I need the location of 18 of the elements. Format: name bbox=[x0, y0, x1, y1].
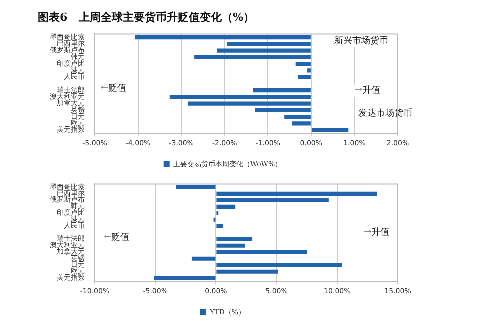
bar bbox=[176, 185, 216, 190]
annotation: 新兴市场货币 bbox=[334, 36, 389, 46]
annotation: →升值 bbox=[354, 85, 380, 96]
bar bbox=[216, 204, 236, 209]
bar bbox=[216, 224, 224, 228]
annotation: ←贬值 bbox=[101, 83, 127, 94]
chart-title: 图表6 上周全球主要货币升贬值变化（%） bbox=[38, 10, 255, 25]
bar bbox=[216, 244, 246, 248]
bar bbox=[216, 192, 378, 196]
bar bbox=[216, 250, 308, 254]
bar bbox=[154, 276, 216, 280]
bar bbox=[192, 256, 216, 261]
bar bbox=[216, 198, 329, 202]
annotation: →升值 bbox=[364, 227, 390, 238]
bar bbox=[216, 263, 342, 268]
bar bbox=[216, 270, 278, 274]
annotation: ←贬值 bbox=[104, 232, 130, 244]
bar bbox=[216, 237, 253, 242]
